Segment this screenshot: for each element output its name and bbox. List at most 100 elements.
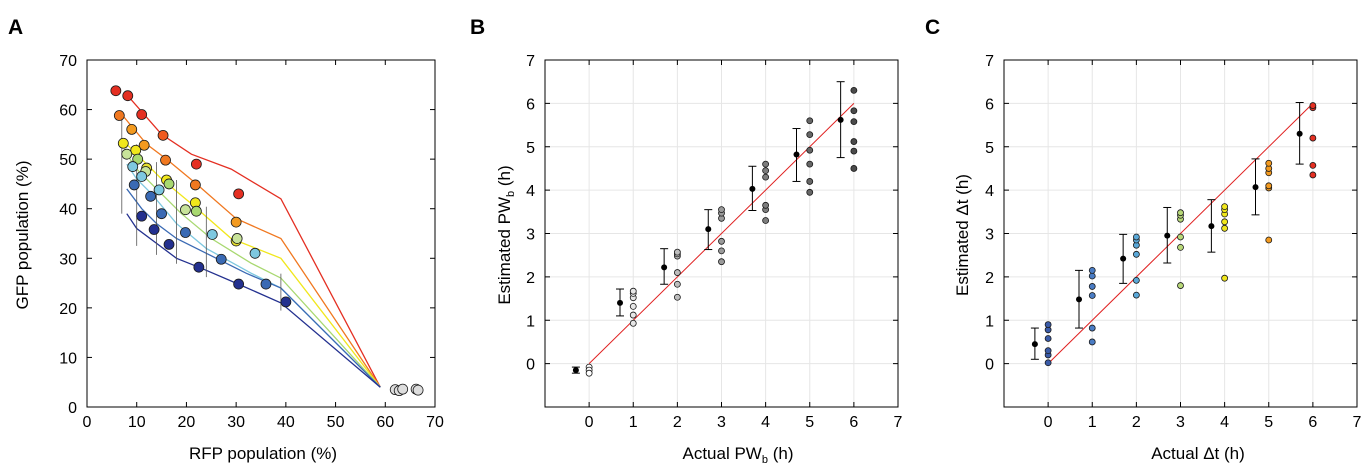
panel-a-data-point [136,210,148,222]
panel-c-x-tick-label: 1 [1088,414,1097,431]
panel-b-y-axis-label: Estimated PWb (h) [495,165,517,304]
panel-c-data-point [1265,159,1273,167]
panel-c-x-axis-label: Actual Δt (h) [1151,444,1245,463]
panel-a-data-point [215,253,227,265]
panel-a-y-tick-label: 0 [68,400,77,417]
panel-c: C 0 1 2 3 4 5 6 7 0 1 2 3 4 5 6 7 Actual Δt (h) Estimat… [925,16,1362,463]
panel-b-data-point [673,269,681,276]
panel-b-data-point [629,302,637,310]
panel-b-data-point [673,293,681,301]
panel-a-y-tick-label: 20 [59,301,77,318]
panel-a-x-tick-label: 30 [227,414,245,431]
panel-c-data-point [1221,218,1229,226]
panel-a-data-point [230,216,242,228]
panel-b-letter: B [470,16,485,39]
panel-b-data-point [806,131,814,139]
panel-c-data-point [1177,209,1184,217]
panel-c-y-tick-label: 1 [985,313,994,330]
panel-c-mean-point [1296,130,1303,137]
panel-c-data-point [1221,203,1229,211]
panel-c-data-point [1044,321,1052,328]
panel-a-x-tick-label: 70 [426,414,444,431]
panel-c-data-point [1088,272,1096,280]
panel-b-data-point [718,206,725,214]
panel-b-data-point [673,280,681,288]
panel-a-data-point [189,179,201,191]
panel-b-y-tick-label: 3 [526,227,535,244]
panel-c-data-point [1088,338,1096,346]
panel-a-data-point [163,178,175,190]
panel-a-y-tick-label: 50 [59,152,77,169]
panel-c-data-point [1132,250,1140,258]
panel-c-data-point [1309,102,1317,109]
panel-a-data-point [206,229,218,240]
panel-b-x-tick-label: 6 [849,414,858,431]
panel-b-data-point [850,165,858,172]
panel-b-x-tick-label: 2 [673,414,682,431]
panel-c-y-tick-label: 4 [985,183,994,200]
panel-a-fitted-curve [126,188,381,388]
panel-a-x-tick-label: 20 [178,414,196,431]
panel-b-data-point [806,188,814,196]
panel-c-y-tick-label: 3 [985,227,994,244]
panel-a-data-point [121,148,133,160]
panel-b-x-tick-label: 3 [717,414,726,431]
panel-c-data-point [1177,282,1184,289]
panel-a-x-tick-label: 10 [128,414,146,431]
panel-b-y-tick-label: 1 [526,313,535,330]
panel-a-data-point [138,139,150,151]
panel-b-y-tick-label: 6 [526,96,535,113]
panel-c-data-point [1088,324,1096,332]
panel-b-y-tick-label: 7 [526,53,535,70]
panel-b-data-point [629,319,637,327]
panel-a-fitted-curve [126,213,381,388]
panel-b-data-point [718,237,725,245]
panel-a-data-point [145,190,157,202]
panel-c-letter: C [925,16,940,39]
panel-a-data-point [156,208,167,220]
panel-a-data-point [260,278,272,290]
panel-a-data-point [117,137,129,149]
panel-a-data-point [412,384,424,396]
panel-a-data-point [153,184,165,196]
panel-c-data-point [1309,171,1317,179]
panel-c-data-point [1265,236,1273,244]
panel-b-data-point [850,147,858,155]
panel-b-data-point [850,138,858,145]
panel-a: A 0 10 20 30 40 50 60 70 0 10 20 30 40 50 60 70 RFP pop… [8,16,444,463]
panel-b-mean-point [661,264,668,271]
panel-a-data-point [157,129,169,141]
panel-c-data-point [1088,283,1096,290]
panel-a-fitted-curve [126,153,381,388]
panel-b-data-point [762,173,770,181]
panel-b-mean-point [705,226,712,233]
panel-b-data-point [762,160,770,168]
panel-b-data-point [718,247,725,255]
panel-a-data-point [136,171,148,182]
panel-c-data-point [1177,233,1184,241]
panel-b-x-axis-label: Actual PWb (h) [683,444,794,464]
panel-b-mean-point [749,185,756,192]
panel-c-data-point [1044,359,1052,367]
panel-b-data-point [806,146,814,154]
panel-c-x-tick-label: 5 [1264,414,1273,431]
panel-a-data-point [180,227,191,238]
panel-a-y-tick-label: 40 [59,202,77,219]
panel-b-mean-point [837,116,844,123]
panel-b-mean-point [572,367,579,374]
panel-a-data-point [110,85,122,97]
panel-c-data-point [1221,224,1229,232]
panel-a-data-point [190,205,202,217]
panel-c-x-tick-label: 0 [1044,414,1053,431]
panel-c-data-point [1309,162,1317,169]
panel-c-y-axis-label: Estimated Δt (h) [953,174,972,296]
panel-a-data-point [163,239,175,250]
panel-a-data-point [280,296,292,308]
panel-b-x-tick-label: 1 [629,414,638,431]
panel-a-y-tick-label: 10 [59,350,77,367]
panel-c-data-point [1044,335,1052,342]
panel-a-data-point [249,247,261,259]
panel-c-y-tick-label: 7 [985,53,994,70]
panel-a-data-point [190,158,202,170]
